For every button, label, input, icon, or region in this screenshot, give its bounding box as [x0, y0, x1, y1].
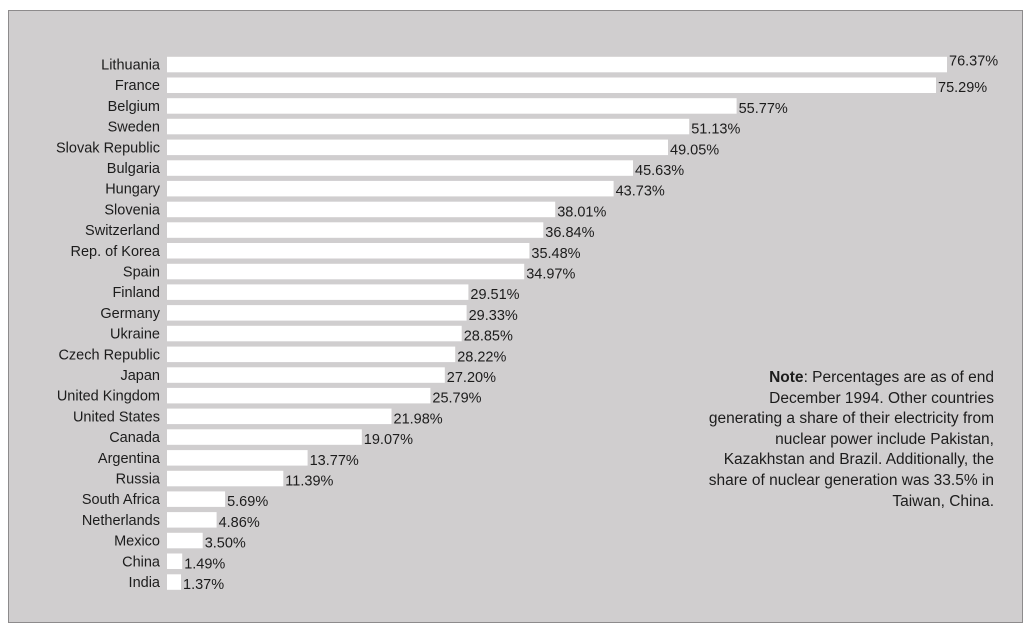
- category-label: United Kingdom: [57, 389, 160, 405]
- category-label: Rep. of Korea: [71, 244, 161, 260]
- category-label: Netherlands: [82, 513, 160, 529]
- chart-note: Note: Percentages are as of end December…: [694, 368, 994, 512]
- bar: [167, 512, 217, 528]
- category-label: Mexico: [114, 534, 160, 550]
- value-label: 76.37%: [949, 54, 998, 70]
- category-label: Ukraine: [110, 327, 160, 343]
- value-label: 28.85%: [464, 329, 513, 345]
- bar: [167, 284, 469, 300]
- category-label: Sweden: [108, 120, 160, 136]
- value-label: 45.63%: [635, 163, 684, 179]
- category-label: Russia: [116, 472, 161, 488]
- category-label: Germany: [100, 306, 160, 322]
- value-label: 36.84%: [545, 225, 594, 241]
- bar: [167, 118, 690, 135]
- value-label: 75.29%: [938, 80, 987, 96]
- value-label: 29.33%: [469, 308, 518, 324]
- value-label: 5.69%: [227, 494, 268, 510]
- bar: [167, 160, 633, 176]
- bar: [167, 222, 544, 238]
- category-label: India: [129, 575, 161, 591]
- bar: [167, 532, 203, 549]
- category-label: Hungary: [105, 182, 161, 198]
- bar: [167, 408, 392, 425]
- category-label: Bulgaria: [107, 161, 161, 177]
- value-label: 21.98%: [394, 411, 443, 427]
- value-label: 19.07%: [364, 432, 413, 448]
- bar: [167, 56, 947, 73]
- value-label: 29.51%: [470, 287, 519, 303]
- category-label: Canada: [109, 430, 161, 446]
- bar: [167, 325, 462, 342]
- value-label: 55.77%: [739, 101, 788, 117]
- category-label: Argentina: [98, 451, 161, 467]
- value-label: 13.77%: [310, 453, 359, 469]
- category-label: Belgium: [108, 99, 160, 115]
- chart-frame: Lithuania 76.37% France 75.29% Belgium 55.77%…: [8, 10, 1023, 623]
- value-label: 4.86%: [219, 515, 260, 531]
- category-label: Slovenia: [104, 202, 161, 218]
- category-label: Finland: [112, 285, 160, 301]
- value-label: 11.39%: [285, 474, 333, 490]
- category-label: Spain: [123, 265, 160, 281]
- bar: [167, 243, 530, 259]
- category-label: China: [122, 554, 161, 570]
- value-label: 38.01%: [557, 204, 606, 220]
- category-label: France: [115, 78, 160, 94]
- bar: [167, 429, 362, 445]
- bar: [167, 491, 226, 507]
- value-label: 43.73%: [616, 184, 665, 200]
- bar: [167, 367, 445, 383]
- category-label: Switzerland: [85, 223, 160, 239]
- value-label: 35.48%: [531, 246, 580, 262]
- bar: [167, 180, 614, 197]
- value-label: 3.50%: [205, 536, 246, 552]
- value-label: 27.20%: [447, 370, 496, 386]
- category-label: Lithuania: [101, 58, 161, 74]
- value-label: 49.05%: [670, 142, 719, 158]
- bar: [167, 139, 668, 156]
- bar: [167, 470, 284, 487]
- bar: [167, 553, 183, 569]
- category-label: United States: [73, 409, 160, 425]
- note-label: Note: [769, 369, 804, 386]
- value-label: 34.97%: [526, 267, 575, 283]
- category-label: South Africa: [82, 492, 161, 508]
- bar-chart: Lithuania 76.37% France 75.29% Belgium 55.77%…: [56, 54, 998, 594]
- bar: [167, 201, 556, 218]
- category-label: Czech Republic: [58, 347, 160, 363]
- note-text: : Percentages are as of end December 199…: [708, 369, 994, 510]
- value-label: 28.22%: [457, 349, 506, 365]
- bar: [167, 305, 467, 321]
- bar: [167, 98, 737, 114]
- bar: [167, 387, 431, 404]
- value-label: 1.49%: [184, 556, 225, 572]
- category-label: Japan: [120, 368, 160, 384]
- category-label: Slovak Republic: [56, 140, 160, 156]
- value-label: 1.37%: [183, 577, 224, 593]
- value-label: 25.79%: [432, 391, 481, 407]
- bar: [167, 263, 525, 280]
- bar: [167, 450, 308, 466]
- value-label: 51.13%: [691, 122, 740, 138]
- bar: [167, 346, 456, 363]
- bar: [167, 574, 181, 590]
- bar: [167, 77, 936, 93]
